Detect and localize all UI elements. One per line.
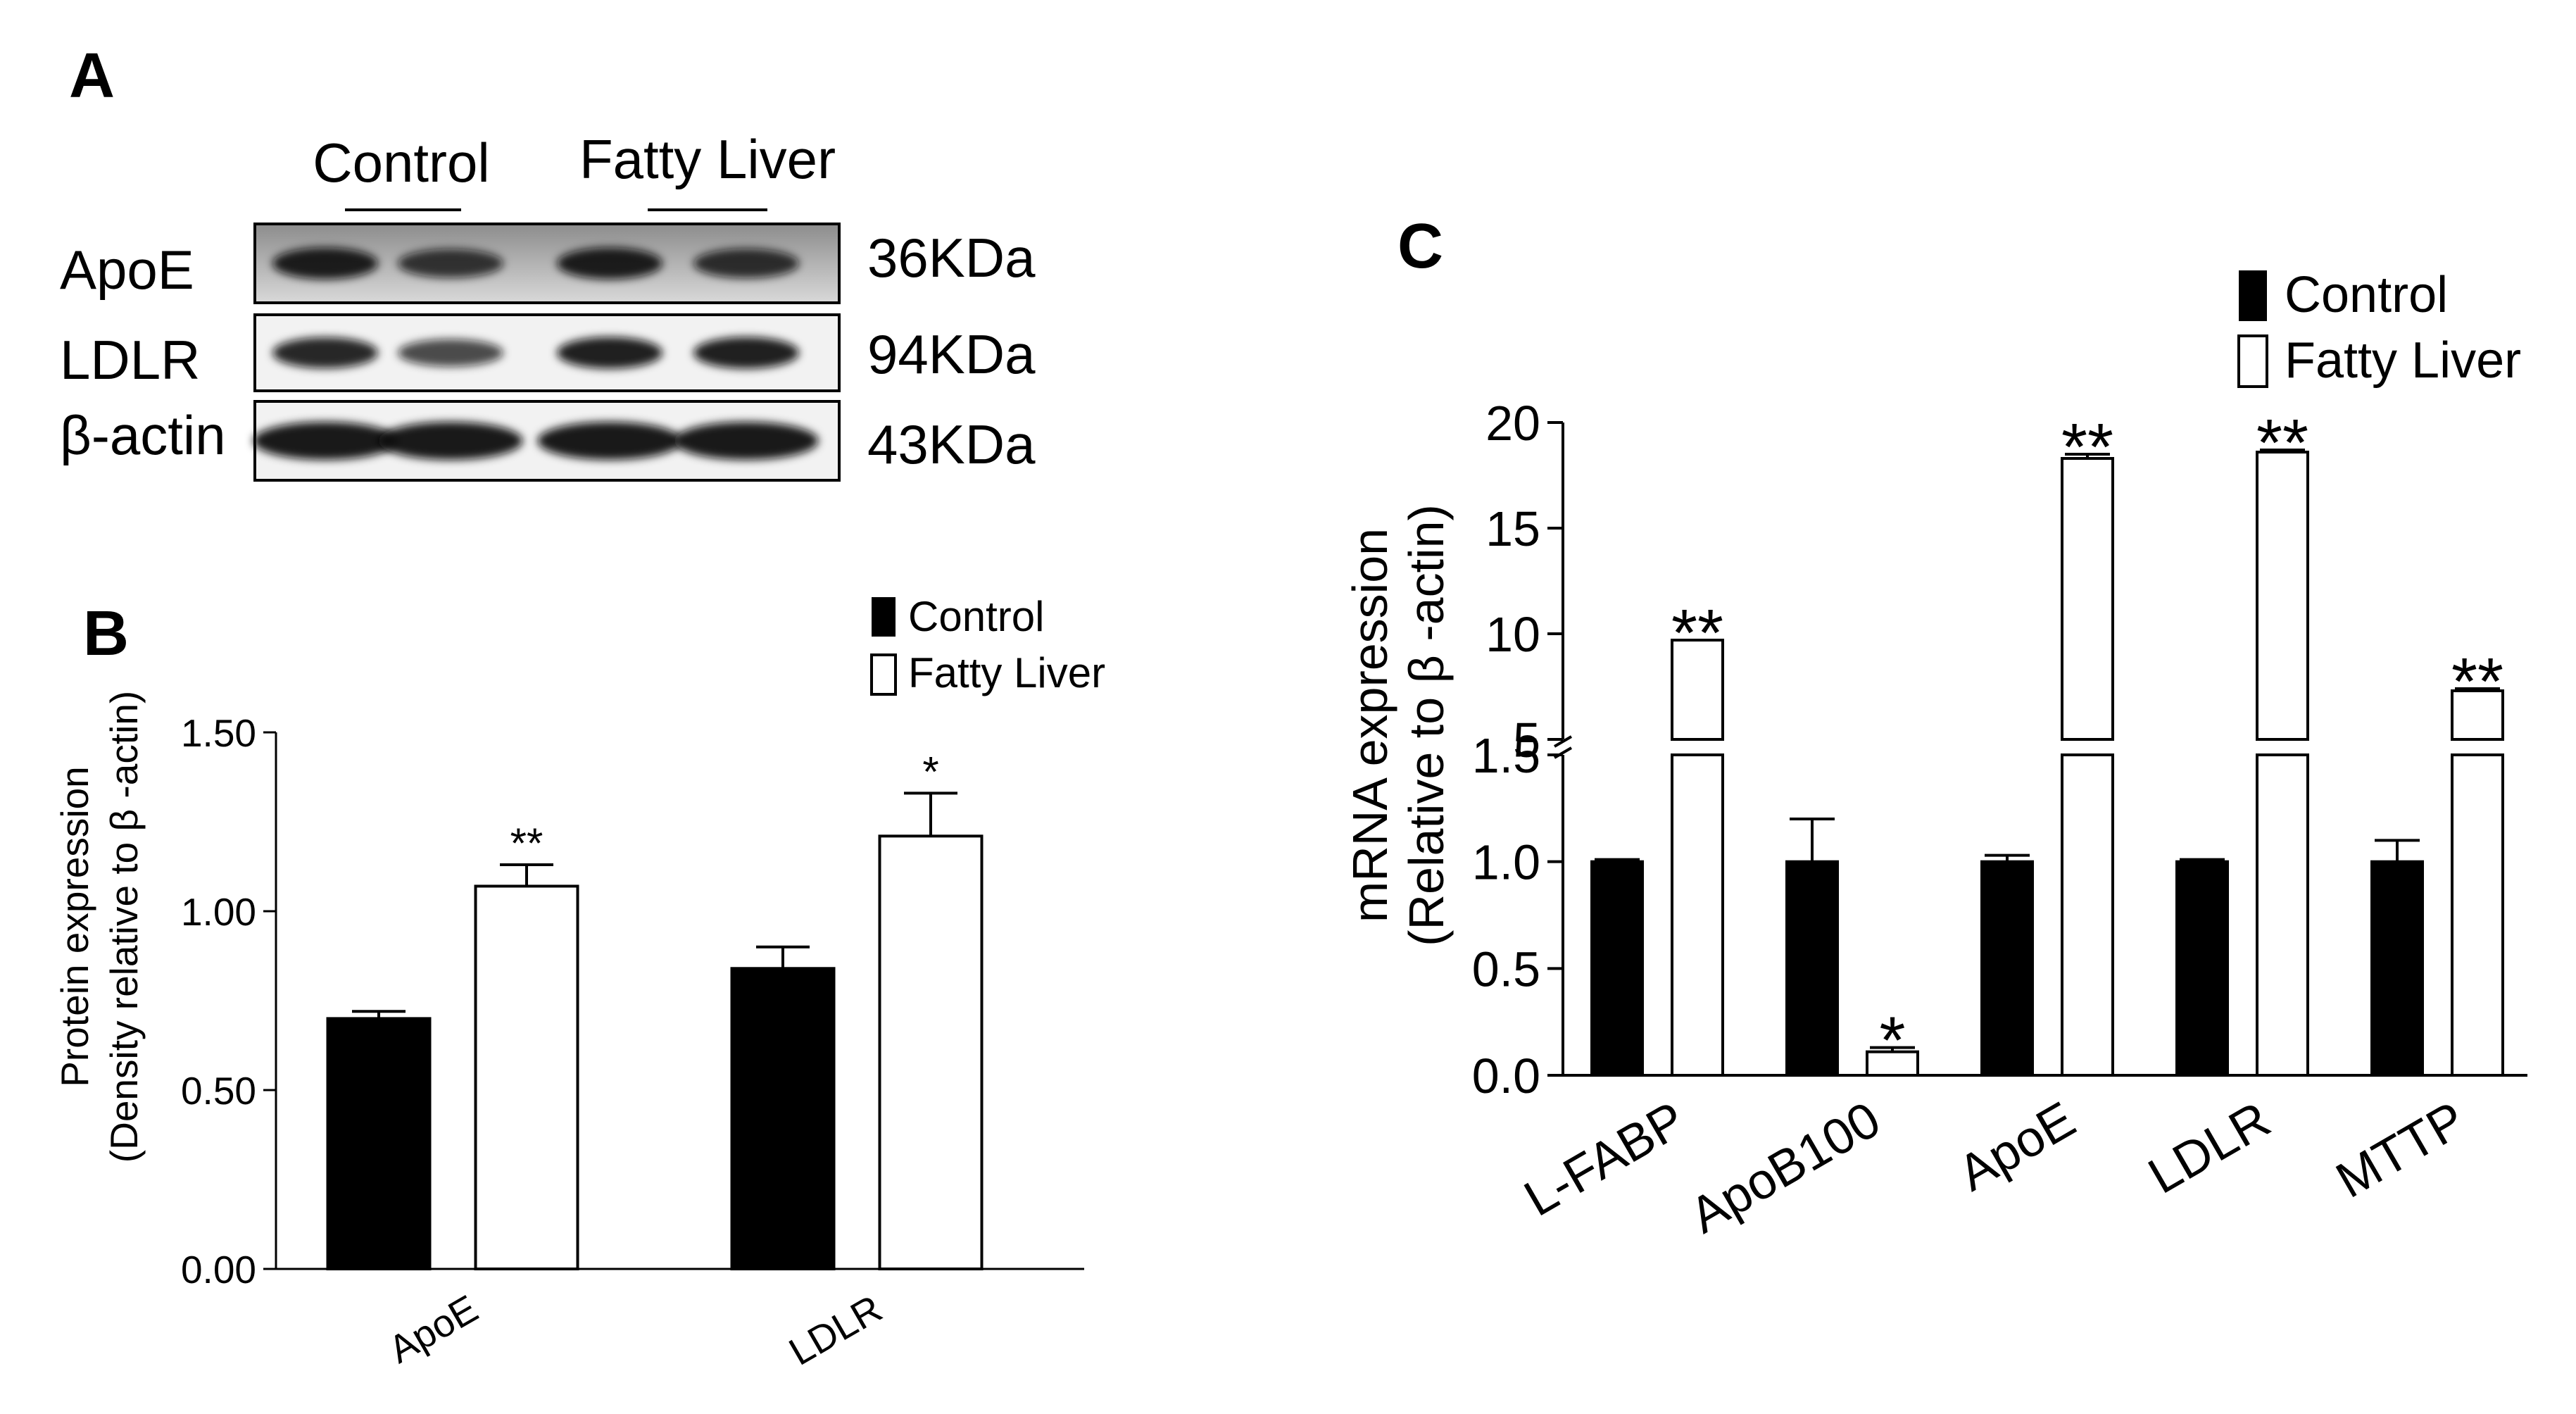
panel-c-letter: C bbox=[1397, 211, 1443, 282]
x-tick-label-c-apob100: ApoB100 bbox=[1680, 1091, 1890, 1244]
row-label-ldlr: LDLR bbox=[60, 329, 200, 391]
y-tick-label-b: 1.50 bbox=[181, 711, 256, 755]
bar-b-ldlr-fatty-liver bbox=[878, 834, 984, 1270]
bar-c-gap-mttp-fatty-liver bbox=[2449, 741, 2506, 753]
group-label-control: Control bbox=[313, 132, 489, 194]
bar-c-gap-apoe-fatty-liver bbox=[2059, 741, 2116, 753]
significance-b-ldlr: * bbox=[922, 748, 938, 795]
ylabel-c: mRNA expression (Relative to β -actin) bbox=[1343, 504, 1454, 946]
chart-c-marks: 0.0 0.5 1.0 1.55 10 15 20 ** L-FABP * ApoB100 ** Apo… bbox=[1472, 396, 2527, 1244]
blot-band-actin-lane-2 bbox=[378, 422, 523, 460]
blot-band-apoe-lane-3 bbox=[557, 247, 662, 280]
y-tick-label-c-upper: 15 bbox=[1485, 501, 1540, 556]
bar-c-apob100-control bbox=[1785, 860, 1839, 1077]
legend-c: Control Fatty Liver bbox=[2237, 267, 2521, 389]
bar-b-ldlr-control bbox=[730, 967, 836, 1271]
legend-b-control-label: Control bbox=[908, 593, 1044, 640]
chart-b-marks: 0.00 0.50 1.00 1.50 ** ApoE * LDLR bbox=[181, 711, 1084, 1374]
y-tick-label-c-upper: 20 bbox=[1485, 396, 1540, 451]
y-tick-label-b: 1.00 bbox=[181, 890, 256, 934]
legend-b: Control Fatty Liver bbox=[870, 593, 1105, 696]
legend-c-fatty-swatch bbox=[2237, 334, 2268, 388]
significance-c-ldlr: ** bbox=[2256, 406, 2308, 480]
legend-c-control-label: Control bbox=[2285, 267, 2448, 323]
blot-band-apoe-lane-4 bbox=[693, 249, 799, 278]
bar-c-lower-apoe-fatty-liver bbox=[2061, 753, 2114, 1077]
bar-c-upper-apoe-fatty-liver bbox=[2061, 457, 2114, 741]
blot-band-actin-lane-1 bbox=[253, 422, 398, 460]
x-tick-label-c-l-fabp: L-FABP bbox=[1515, 1091, 1695, 1227]
y-tick-label-b: 0.50 bbox=[181, 1069, 256, 1113]
panel-a-letter: A bbox=[69, 41, 115, 111]
bar-c-upper-mttp-fatty-liver bbox=[2451, 689, 2504, 741]
panel-b: B Protein expression (Density relative t… bbox=[53, 593, 1105, 1374]
legend-b-fatty-label: Fatty Liver bbox=[908, 649, 1105, 696]
blot-band-ldlr-lane-4 bbox=[693, 337, 799, 369]
blot-band-actin-lane-3 bbox=[537, 422, 682, 460]
size-label-apoe: 36KDa bbox=[867, 227, 1036, 289]
bar-c-l-fabp-control bbox=[1590, 860, 1644, 1077]
row-label-apoe: ApoE bbox=[60, 239, 194, 301]
significance-c-apoe: ** bbox=[2061, 410, 2113, 484]
legend-c-control-swatch bbox=[2239, 270, 2267, 321]
x-tick-label-c-apoe: ApoE bbox=[1949, 1091, 2085, 1202]
x-tick-label-c-mttp: MTTP bbox=[2327, 1091, 2475, 1209]
bar-b-apoe-control bbox=[326, 1017, 432, 1271]
ylabel-c-line1: mRNA expression bbox=[1343, 528, 1397, 922]
y-tick-label-c-lower: 0.0 bbox=[1472, 1049, 1540, 1103]
y-tick-label-c-upper: 10 bbox=[1485, 607, 1540, 662]
significance-c-l-fabp: ** bbox=[1671, 596, 1723, 670]
ylabel-b: Protein expression (Density relative to … bbox=[53, 691, 146, 1163]
legend-c-fatty-label: Fatty Liver bbox=[2285, 332, 2521, 389]
axis-break-mark-c bbox=[1553, 735, 1573, 748]
group-label-fatty-liver: Fatty Liver bbox=[579, 128, 836, 190]
panel-a: A Control Fatty Liver ApoE LDLR β-actin … bbox=[60, 41, 1036, 482]
bar-c-upper-ldlr-fatty-liver bbox=[2256, 451, 2309, 741]
bar-c-ldlr-control bbox=[2175, 860, 2229, 1077]
blot-band-apoe-lane-1 bbox=[272, 247, 378, 280]
bar-b-apoe-fatty-liver bbox=[474, 884, 579, 1270]
panel-b-letter: B bbox=[83, 599, 129, 669]
bar-c-upper-l-fabp-fatty-liver bbox=[1671, 639, 1724, 741]
y-tick-label-c-lower: 0.5 bbox=[1472, 941, 1540, 996]
legend-b-fatty-swatch bbox=[870, 653, 897, 696]
bar-c-apoe-control bbox=[1980, 860, 2034, 1077]
bar-c-lower-ldlr-fatty-liver bbox=[2256, 753, 2309, 1077]
bar-c-apob100-fatty-liver bbox=[1866, 1050, 1919, 1077]
bar-c-mttp-control bbox=[2370, 860, 2424, 1077]
blot-band-apoe-lane-2 bbox=[398, 249, 503, 278]
panel-c: C mRNA expression (Relative to β -actin)… bbox=[1343, 211, 2527, 1244]
y-tick-label-c-upper: 5 bbox=[1513, 713, 1540, 768]
bar-c-lower-l-fabp-fatty-liver bbox=[1671, 753, 1724, 1077]
ylabel-b-line2: (Density relative to β -actin) bbox=[102, 691, 146, 1163]
western-blot-images bbox=[253, 223, 841, 482]
ylabel-b-line1: Protein expression bbox=[53, 766, 96, 1087]
x-tick-label-b-apoe: ApoE bbox=[381, 1287, 485, 1372]
blot-band-ldlr-lane-2 bbox=[398, 339, 503, 367]
bar-c-lower-mttp-fatty-liver bbox=[2451, 753, 2504, 1077]
significance-b-apoe: ** bbox=[510, 820, 544, 867]
legend-b-control-swatch bbox=[872, 597, 896, 637]
size-label-beta-actin: 43KDa bbox=[867, 413, 1036, 475]
y-tick-label-c-lower: 1.5 bbox=[1472, 728, 1540, 783]
y-tick-label-b: 0.00 bbox=[181, 1248, 256, 1291]
blot-band-ldlr-lane-1 bbox=[272, 337, 378, 368]
blot-band-ldlr-lane-3 bbox=[557, 337, 662, 369]
bar-c-gap-ldlr-fatty-liver bbox=[2254, 741, 2311, 753]
bar-c-gap-l-fabp-fatty-liver bbox=[1669, 741, 1726, 753]
significance-c-apob100: * bbox=[1880, 1003, 1906, 1078]
size-label-ldlr: 94KDa bbox=[867, 323, 1036, 385]
y-tick-label-c-lower: 1.0 bbox=[1472, 835, 1540, 890]
significance-c-mttp: ** bbox=[2451, 644, 2503, 719]
ylabel-c-line2: (Relative to β -actin) bbox=[1399, 504, 1454, 946]
x-tick-label-c-ldlr: LDLR bbox=[2140, 1091, 2280, 1205]
row-label-beta-actin: β-actin bbox=[60, 404, 226, 466]
blot-band-actin-lane-4 bbox=[674, 422, 819, 460]
x-tick-label-b-ldlr: LDLR bbox=[781, 1287, 889, 1374]
